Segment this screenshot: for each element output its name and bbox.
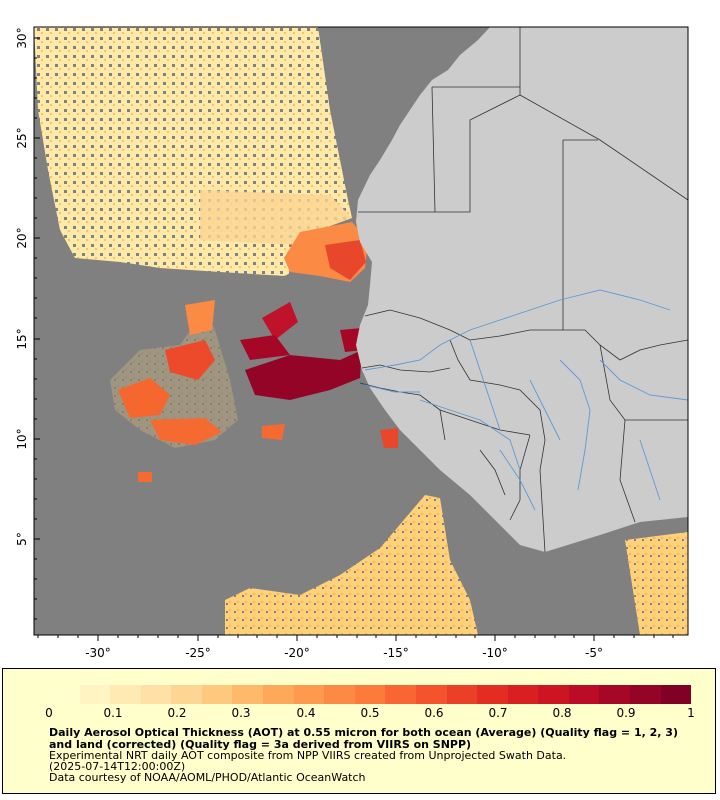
- lat-ticks: [34, 37, 40, 620]
- legend-description: Experimental NRT daily AOT composite fro…: [49, 749, 567, 762]
- colorbar-tick: 0.8: [552, 706, 572, 720]
- colorbar-swatch: [599, 685, 630, 704]
- colorbar-tick: 0.3: [231, 706, 251, 720]
- colorbar-swatch: [507, 685, 539, 704]
- lon-label: -20°: [284, 646, 310, 660]
- aot-orange-cluster-mid: [165, 340, 215, 380]
- aot-darkred-band: [245, 350, 362, 400]
- rivers: [364, 289, 689, 511]
- aot-small-patch-2: [380, 428, 398, 448]
- colorbar-tick: 0.4: [296, 706, 316, 720]
- colorbar-swatch: [49, 685, 80, 704]
- colorbar: [49, 685, 692, 704]
- colorbar-tick: 1: [687, 706, 695, 720]
- legend-credit: Data courtesy of NOAA/AOML/PHOD/Atlantic…: [49, 771, 366, 784]
- legend-panel: 0 0.1 0.2 0.3 0.4 0.5 0.6 0.7 0.8 0.9 1 …: [2, 668, 716, 794]
- lat-label: 10°: [15, 428, 29, 449]
- colorbar-tick: 0.5: [360, 706, 380, 720]
- lon-label: -30°: [85, 646, 111, 660]
- colorbar-swatch: [385, 685, 416, 704]
- lon-label: -25°: [185, 646, 211, 660]
- colorbar-swatch: [629, 685, 661, 704]
- colorbar-swatch: [415, 685, 447, 704]
- colorbar-swatch: [263, 685, 294, 704]
- legend-timestamp: (2025-07-14T12:00:00Z): [49, 760, 186, 773]
- colorbar-swatch: [232, 685, 264, 704]
- aot-swath-south: [225, 495, 478, 635]
- colorbar-swatch: [293, 685, 325, 704]
- colorbar-swatch: [201, 685, 233, 704]
- colorbar-tick: 0: [45, 706, 53, 720]
- colorbar-swatch: [568, 685, 600, 704]
- aot-swath-overlay: [34, 27, 688, 635]
- map-svg: 30° 25° 20° 15° 10° 5° -30° -25° -20° -1…: [15, 26, 689, 660]
- colorbar-tick: 0.9: [616, 706, 636, 720]
- africa-land: [356, 27, 688, 552]
- lat-label: 15°: [15, 328, 29, 349]
- lat-label: 5°: [15, 532, 29, 546]
- lon-ticks: [37, 635, 674, 641]
- aot-plume-core: [325, 240, 366, 280]
- colorbar-swatch: [79, 685, 111, 704]
- lat-label: 25°: [15, 127, 29, 148]
- colorbar-tick: 0.2: [167, 706, 187, 720]
- country-borders: [358, 27, 689, 553]
- legend-title: Daily Aerosol Optical Thickness (AOT) at…: [49, 726, 678, 751]
- colorbar-swatch: [354, 685, 386, 704]
- colorbar-swatch: [477, 685, 508, 704]
- colorbar-swatch: [171, 685, 202, 704]
- lon-label: -5°: [585, 646, 603, 660]
- colorbar-swatch: [446, 685, 478, 704]
- lat-label: 20°: [15, 227, 29, 248]
- colorbar-tick: 0.1: [103, 706, 123, 720]
- lon-label: -10°: [482, 646, 508, 660]
- colorbar-swatch: [324, 685, 355, 704]
- colorbar-swatch: [538, 685, 569, 704]
- aot-small-patch-3: [138, 472, 152, 482]
- map-frame-border: [33, 26, 689, 636]
- map-panel: 30° 25° 20° 15° 10° 5° -30° -25° -20° -1…: [15, 26, 689, 660]
- colorbar-tick: 0.7: [488, 706, 508, 720]
- aot-orange-cluster-west: [118, 378, 170, 418]
- colorbar-swatch: [140, 685, 172, 704]
- aot-small-patch: [262, 424, 285, 440]
- colorbar-swatch: [660, 685, 692, 704]
- aot-darkred-mid: [240, 335, 290, 360]
- lon-label: -15°: [383, 646, 409, 660]
- aot-orange-cluster-south: [150, 418, 222, 445]
- aot-orange-cluster-north: [185, 300, 215, 335]
- colorbar-tick: 0.6: [424, 706, 444, 720]
- aot-darkred-north: [262, 302, 298, 340]
- aot-swath-southeast: [625, 532, 688, 635]
- colorbar-swatch: [110, 685, 141, 704]
- lat-label: 30°: [15, 27, 29, 48]
